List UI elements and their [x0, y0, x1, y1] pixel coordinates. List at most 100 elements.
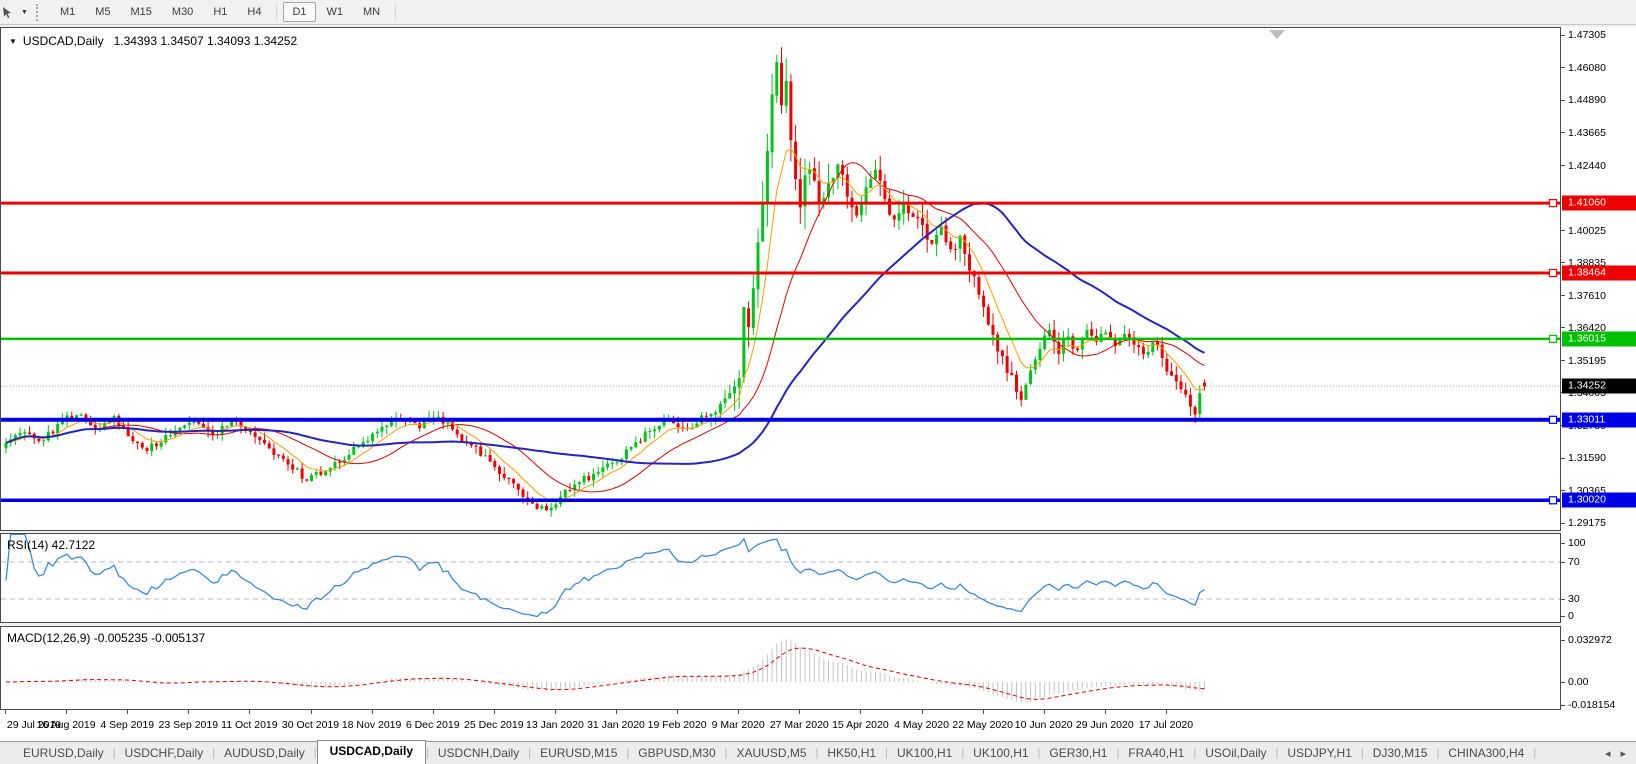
x-axis-tick [371, 710, 373, 714]
tab-separator: | [961, 747, 965, 759]
macd-panel[interactable]: MACD(12,26,9) -0.005235 -0.005137 [0, 626, 1561, 710]
cursor-tool-button[interactable]: ▼ [1, 2, 28, 22]
timeframe-button-m5[interactable]: M5 [95, 6, 111, 18]
x-axis-label: 27 Mar 2020 [769, 719, 829, 731]
x-axis-label: 19 Feb 2020 [647, 719, 707, 731]
toolbar-grip[interactable] [35, 3, 41, 21]
tab-scroll-left-icon[interactable]: ◂ [1604, 747, 1611, 760]
timeframe-button-d1[interactable]: D1 [283, 2, 316, 22]
price-axis: 1.47305 1.46080 1.44890 1.43665 1.42440 1.400… [1561, 27, 1636, 741]
chart-tab-gbpusd-m30[interactable]: GBPUSD,M30 [638, 746, 716, 760]
x-axis-label: 29 Jul 2019 [6, 719, 62, 731]
y-axis-tick [1561, 639, 1565, 641]
rsi-axis-label: 0 [1568, 610, 1574, 622]
y-axis-tick [1561, 561, 1565, 563]
x-axis-label: 15 Apr 2020 [832, 719, 889, 731]
tab-separator: | [724, 747, 728, 759]
rsi-axis-label: 100 [1568, 537, 1586, 549]
x-axis-tick [738, 710, 740, 714]
y-axis-tick [1561, 615, 1565, 617]
y-axis-tick [1561, 165, 1565, 167]
timeframe-button-mn[interactable]: MN [363, 6, 381, 18]
chart-tab-usdjpy-h1[interactable]: USDJPY,H1 [1287, 746, 1352, 760]
rsi-axis-label: 30 [1568, 593, 1580, 605]
chart-caret-icon[interactable]: ▼ [9, 36, 17, 46]
y-axis-label: 1.46080 [1568, 61, 1606, 74]
candles-plot[interactable] [1, 28, 1560, 530]
timeframe-button-m30[interactable]: M30 [171, 6, 194, 18]
y-axis-tick [1561, 34, 1565, 36]
chart-tab-uk100-h1[interactable]: UK100,H1 [896, 746, 953, 760]
chart-tab-ger30-h1[interactable]: GER30,H1 [1049, 746, 1108, 760]
y-axis-label: 1.31590 [1568, 452, 1606, 464]
macd-axis-label: -0.018154 [1568, 699, 1616, 711]
y-axis-label: 1.35195 [1568, 354, 1606, 367]
x-axis-label: 25 Dec 2019 [464, 719, 524, 731]
rsi-plot[interactable] [1, 534, 1560, 622]
price-line-label: 1.30020 [1562, 492, 1636, 508]
tab-separator: | [1436, 747, 1440, 759]
x-axis-label: 30 Oct 2019 [281, 719, 340, 731]
x-axis-label: 4 May 2020 [894, 719, 949, 731]
timeframe-button-h1[interactable]: H1 [213, 6, 228, 18]
y-axis-tick [1561, 262, 1565, 264]
macd-axis-label: 0.00 [1568, 676, 1589, 688]
tab-separator: | [112, 747, 116, 759]
price-line-label: 1.41060 [1562, 195, 1636, 211]
y-axis-tick [1561, 360, 1565, 362]
chart-tab-eurusd-daily[interactable]: EURUSD,Daily [23, 746, 104, 760]
x-axis-label: 17 Jul 2020 [1138, 719, 1194, 731]
y-axis-tick [1561, 490, 1565, 492]
chart-tab-uk100-h1[interactable]: UK100,H1 [973, 746, 1029, 760]
chart-tab-usdcnh-daily[interactable]: USDCNH,Daily [437, 746, 520, 760]
x-axis-label: 16 Aug 2019 [36, 719, 96, 731]
chart-tab-usoil-daily[interactable]: USOil,Daily [1205, 746, 1267, 760]
x-axis-tick [127, 710, 129, 714]
chart-tab-usdchf-daily[interactable]: USDCHF,Daily [124, 746, 204, 760]
x-axis-tick [249, 710, 251, 714]
tab-separator: | [1116, 747, 1120, 759]
x-axis-tick [921, 710, 923, 714]
tab-separator: | [1360, 747, 1364, 759]
tab-scroll-right-icon[interactable]: ▸ [1620, 747, 1626, 760]
y-axis-label: 1.44890 [1568, 94, 1606, 106]
chart-tab-bar: EURUSD,Daily | USDCHF,Daily | AUDUSD,Daily | U… [0, 739, 1636, 764]
chart-tab-eurusd-m15[interactable]: EURUSD,M15 [540, 746, 618, 760]
x-axis-label: 11 Oct 2019 [221, 719, 278, 731]
tab-separator: | [1533, 747, 1537, 759]
x-axis-tick [66, 710, 68, 714]
rsi-panel[interactable]: RSI(14) 42.7122 [0, 533, 1561, 623]
chart-tab-hk50-h1[interactable]: HK50,H1 [827, 746, 877, 760]
x-axis-tick [860, 710, 862, 714]
price-chart-panel[interactable]: ▼ USDCAD,Daily 1.34393 1.34507 1.34093 1… [0, 27, 1561, 531]
tab-separator: | [1193, 747, 1197, 759]
chart-tab-audusd-daily[interactable]: AUDUSD,Daily [224, 746, 305, 760]
chart-tab-usdcad-daily[interactable]: USDCAD,Daily [316, 739, 426, 764]
x-axis-tick [310, 710, 312, 714]
timeframe-button-m1[interactable]: M1 [59, 6, 76, 18]
macd-plot[interactable] [1, 627, 1560, 709]
timeframe-button-w1[interactable]: W1 [326, 6, 344, 18]
x-axis-label: 31 Jan 2020 [587, 719, 645, 731]
y-axis-tick [1561, 681, 1565, 683]
chart-title: USDCAD,Daily [22, 34, 104, 48]
timeframe-toolbar: ▼ M1 M5 M15 M30 H1 H4 D1 W1 MN [0, 0, 1636, 25]
x-axis-label: 22 May 2020 [952, 719, 1013, 731]
y-axis-label: 1.37610 [1568, 289, 1606, 302]
x-axis-label: 9 Mar 2020 [711, 719, 765, 731]
x-axis-label: 4 Sep 2019 [100, 719, 155, 731]
chart-tab-xauusd-m5[interactable]: XAUUSD,M5 [736, 746, 807, 760]
macd-label: MACD(12,26,9) -0.005235 -0.005137 [7, 631, 206, 645]
chart-tab-dj30-m15[interactable]: DJ30,M15 [1372, 746, 1428, 760]
tab-scroll-arrows: ◂ ▸ [1605, 747, 1626, 760]
timeframe-button-m15[interactable]: M15 [130, 6, 152, 18]
y-axis-label: 1.47305 [1568, 29, 1606, 41]
chart-tab-fra40-h1[interactable]: FRA40,H1 [1128, 746, 1185, 760]
x-axis-tick [432, 710, 434, 714]
y-axis-label: 1.42440 [1568, 159, 1606, 172]
tab-separator: | [1037, 747, 1041, 759]
cursor-tool-icon [3, 7, 11, 18]
y-axis-tick [1561, 327, 1565, 329]
timeframe-button-h4[interactable]: H4 [247, 6, 262, 18]
chart-tab-china300-h4[interactable]: CHINA300,H4 [1448, 746, 1525, 760]
